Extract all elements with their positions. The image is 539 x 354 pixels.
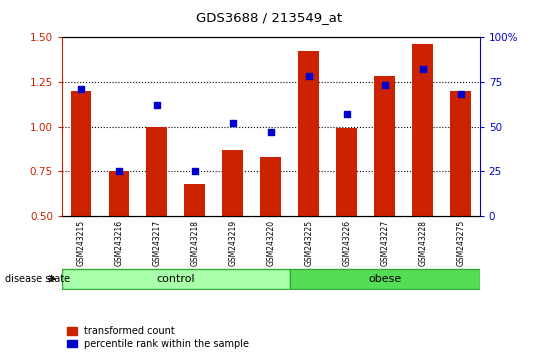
Point bbox=[77, 86, 85, 92]
Text: GSM243275: GSM243275 bbox=[456, 220, 465, 266]
Text: GSM243227: GSM243227 bbox=[381, 220, 389, 266]
Text: disease state: disease state bbox=[5, 274, 71, 284]
Bar bbox=[290, 269, 480, 289]
Point bbox=[342, 111, 351, 117]
Bar bbox=[336, 129, 357, 216]
Point bbox=[229, 120, 237, 126]
Text: GDS3688 / 213549_at: GDS3688 / 213549_at bbox=[196, 11, 343, 24]
Point bbox=[191, 169, 199, 174]
Text: GSM243216: GSM243216 bbox=[114, 220, 123, 266]
Bar bbox=[412, 44, 433, 216]
Text: GSM243228: GSM243228 bbox=[418, 220, 427, 266]
Bar bbox=[223, 150, 243, 216]
Bar bbox=[184, 184, 205, 216]
Bar bbox=[147, 127, 168, 216]
Legend: transformed count, percentile rank within the sample: transformed count, percentile rank withi… bbox=[67, 326, 250, 349]
Point bbox=[381, 82, 389, 88]
Text: GSM243218: GSM243218 bbox=[190, 220, 199, 266]
Bar bbox=[62, 269, 290, 289]
Text: GSM243226: GSM243226 bbox=[342, 220, 351, 266]
Text: GSM243217: GSM243217 bbox=[153, 220, 161, 266]
Point bbox=[115, 169, 123, 174]
Bar bbox=[450, 91, 471, 216]
Point bbox=[266, 129, 275, 135]
Text: GSM243220: GSM243220 bbox=[266, 220, 275, 266]
Bar bbox=[260, 157, 281, 216]
Point bbox=[305, 74, 313, 79]
Bar bbox=[108, 171, 129, 216]
Text: control: control bbox=[157, 274, 195, 284]
Text: GSM243219: GSM243219 bbox=[229, 220, 237, 266]
Text: GSM243225: GSM243225 bbox=[305, 220, 313, 266]
Point bbox=[153, 102, 161, 108]
Point bbox=[457, 92, 465, 97]
Bar bbox=[374, 76, 395, 216]
Text: GSM243215: GSM243215 bbox=[77, 220, 86, 266]
Point bbox=[418, 67, 427, 72]
Text: obese: obese bbox=[368, 274, 402, 284]
Bar bbox=[71, 91, 92, 216]
Bar bbox=[299, 51, 319, 216]
